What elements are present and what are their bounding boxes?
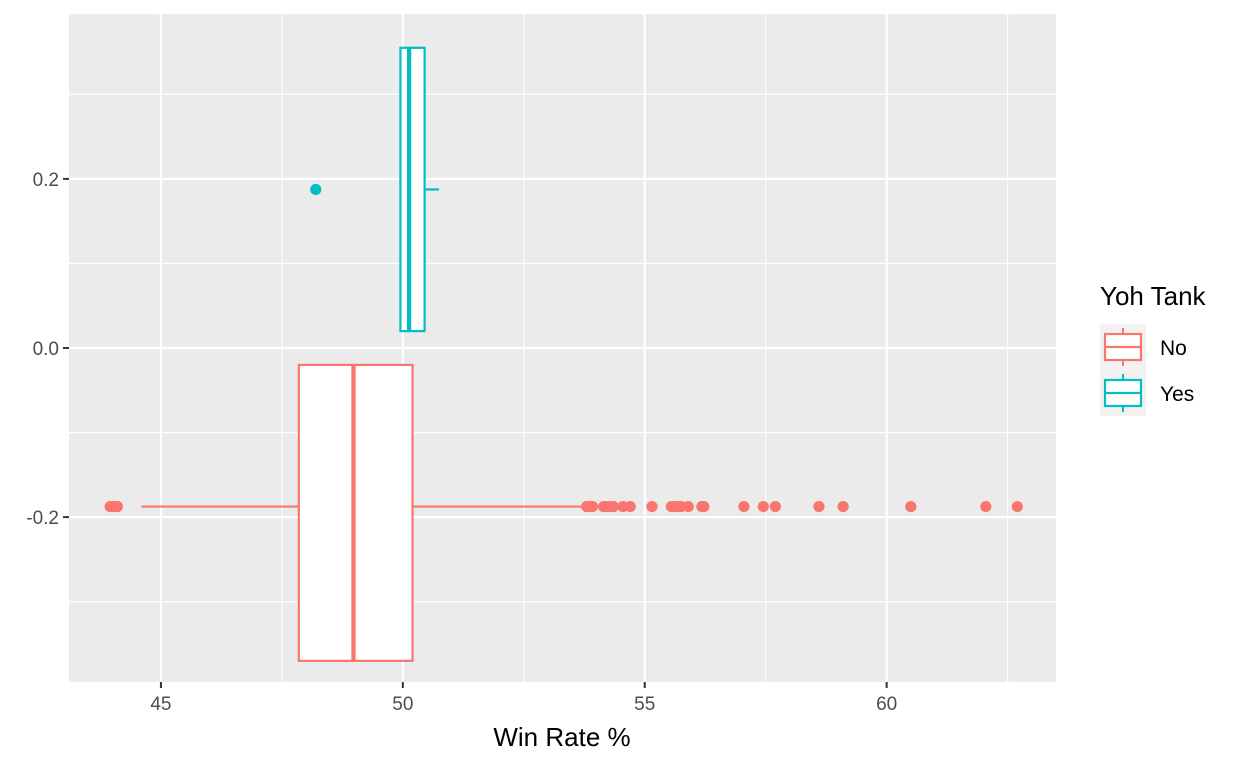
outlier-point — [905, 500, 917, 513]
outlier-point — [624, 500, 636, 513]
outlier-point — [698, 500, 710, 513]
x-tick-label: 45 — [150, 694, 171, 715]
outlier-point — [310, 183, 322, 196]
x-tick-label: 50 — [392, 694, 413, 715]
outlier-point — [837, 500, 849, 513]
legend-label: No — [1160, 337, 1187, 360]
outlier-point — [111, 500, 123, 513]
axes: 45 50 55 60 -0.2 0.0 0.2 — [26, 170, 897, 715]
outlier-point — [646, 500, 658, 513]
legend-label: Yes — [1160, 383, 1194, 406]
x-tick-label: 60 — [876, 694, 897, 715]
x-tick-label: 55 — [634, 694, 655, 715]
x-axis-title: Win Rate % — [493, 722, 630, 752]
y-tick-label: -0.2 — [26, 508, 59, 529]
outlier-point — [607, 500, 619, 513]
box-iqr — [297, 363, 414, 662]
outlier-point — [757, 500, 769, 513]
y-tick-label: 0.2 — [33, 170, 59, 191]
outlier-point — [980, 500, 992, 513]
outlier-point — [769, 500, 781, 513]
legend-title: Yoh Tank — [1100, 281, 1207, 311]
box-iqr — [399, 46, 426, 333]
outlier-point — [586, 500, 599, 513]
outlier-point — [813, 500, 825, 513]
legend: Yoh Tank No Yes — [1100, 281, 1207, 416]
outlier-point — [1011, 500, 1023, 513]
box-series — [104, 46, 1023, 662]
y-tick-label: 0.0 — [33, 339, 59, 360]
outlier-point — [682, 500, 694, 513]
outlier-point — [738, 500, 750, 513]
